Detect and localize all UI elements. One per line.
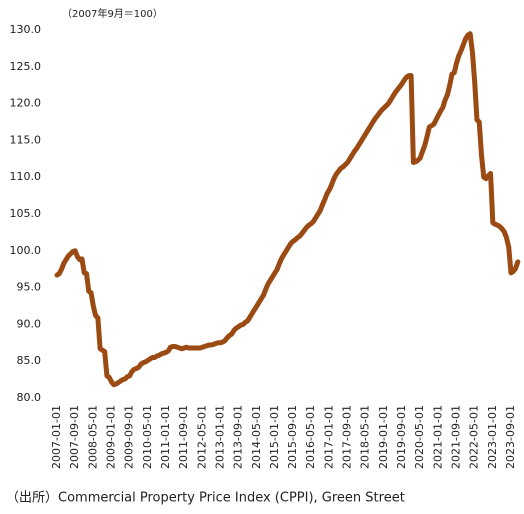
x-tick-label: 2017-09-01 xyxy=(341,405,354,469)
y-tick-label: 130.0 xyxy=(10,23,42,36)
x-tick-label: 2011-01-01 xyxy=(159,405,172,469)
x-tick-label: 2016-05-01 xyxy=(304,405,317,469)
x-tick-label: 2013-01-01 xyxy=(213,405,226,469)
x-tick-label: 2018-05-01 xyxy=(359,405,372,469)
y-tick-label: 115.0 xyxy=(10,133,42,146)
y-tick-label: 110.0 xyxy=(10,170,42,183)
annotation: （2007年9月＝100） xyxy=(62,7,163,20)
x-tick-label: 2007-09-01 xyxy=(68,405,81,469)
x-tick-label: 2023-09-01 xyxy=(504,405,517,469)
x-tick-label: 2020-05-01 xyxy=(413,405,426,469)
x-tick-label: 2019-01-01 xyxy=(377,405,390,469)
y-tick-label: 90.0 xyxy=(17,317,42,330)
x-tick-label: 2009-09-01 xyxy=(123,405,136,469)
x-tick-label: 2017-01-01 xyxy=(322,405,335,469)
x-tick-label: 2015-01-01 xyxy=(268,405,281,469)
x-tick-label: 2010-05-01 xyxy=(141,405,154,469)
y-tick-label: 120.0 xyxy=(10,97,42,110)
x-tick-label: 2021-01-01 xyxy=(431,405,444,469)
x-tick-label: 2008-05-01 xyxy=(86,405,99,469)
x-tick-label: 2015-09-01 xyxy=(286,405,299,469)
x-tick-label: 2007-01-01 xyxy=(50,405,63,469)
x-tick-label: 2013-09-01 xyxy=(232,405,245,469)
y-tick-label: 125.0 xyxy=(10,60,42,73)
x-tick-label: 2019-09-01 xyxy=(395,405,408,469)
y-tick-label: 100.0 xyxy=(10,244,42,257)
x-tick-label: 2011-09-01 xyxy=(177,405,190,469)
x-tick-label: 2014-05-01 xyxy=(250,405,263,469)
y-tick-label: 105.0 xyxy=(10,207,42,220)
x-tick-label: 2021-09-01 xyxy=(450,405,463,469)
x-tick-label: 2012-05-01 xyxy=(195,405,208,469)
source-note: （出所）Commercial Property Price Index (CPP… xyxy=(6,491,405,506)
y-tick-label: 80.0 xyxy=(17,391,42,404)
y-tick-label: 85.0 xyxy=(17,354,42,367)
y-tick-label: 95.0 xyxy=(17,281,42,294)
data-line xyxy=(54,31,521,388)
x-tick-label: 2023-01-01 xyxy=(486,405,499,469)
x-tick-label: 2022-05-01 xyxy=(468,405,481,469)
x-tick-label: 2009-01-01 xyxy=(104,405,117,469)
